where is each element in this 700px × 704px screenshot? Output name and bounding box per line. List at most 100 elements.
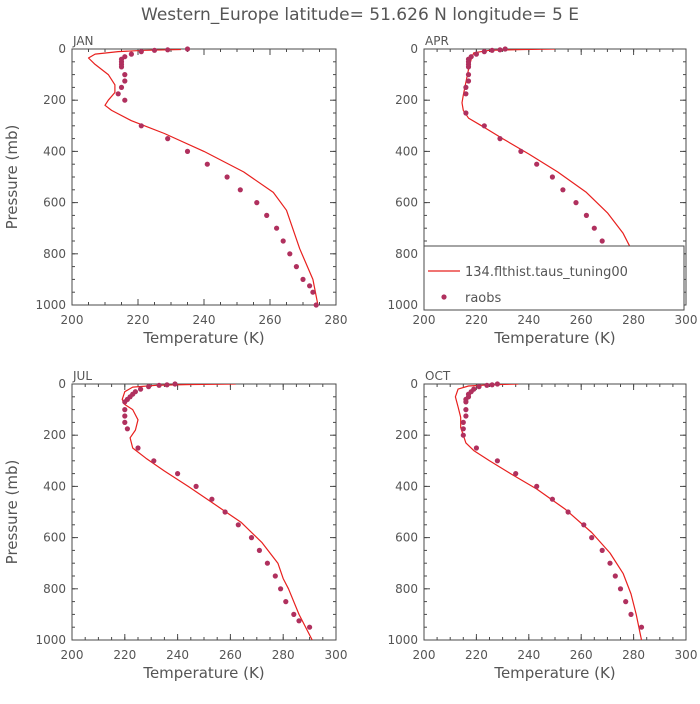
obs-point (489, 382, 495, 388)
obs-point (494, 458, 500, 464)
y-tick-label: 200 (395, 93, 418, 107)
obs-point (463, 407, 469, 413)
obs-point (589, 535, 595, 541)
y-tick-label: 400 (43, 479, 66, 493)
obs-point (607, 560, 613, 566)
x-tick-label: 200 (61, 648, 84, 662)
obs-point (124, 426, 130, 432)
obs-point (184, 46, 191, 52)
x-axis-label: Temperature (K) (493, 329, 615, 347)
obs-point (489, 47, 495, 53)
x-tick-label: 220 (113, 648, 136, 662)
obs-point (122, 407, 128, 413)
legend-box (423, 245, 685, 311)
obs-point (307, 283, 313, 289)
x-tick-label: 300 (325, 648, 348, 662)
obs-point (151, 458, 157, 464)
y-tick-label: 200 (43, 93, 66, 107)
legend-model-label: 134.flthist.taus_tuning00 (465, 265, 628, 280)
obs-point (463, 413, 469, 419)
obs-point (115, 91, 121, 97)
y-tick-label: 400 (395, 479, 418, 493)
x-tick-label: 280 (622, 648, 645, 662)
obs-point (534, 483, 540, 489)
obs-point (224, 174, 230, 180)
obs-point (473, 445, 479, 451)
x-tick-label: 200 (413, 313, 436, 327)
x-tick-label: 200 (61, 313, 84, 327)
y-tick-label: 1000 (35, 633, 66, 647)
obs-point (156, 382, 162, 388)
obs-point (138, 49, 144, 55)
obs-point (254, 200, 260, 206)
obs-point (463, 399, 469, 405)
obs-point (272, 573, 278, 579)
obs-point (283, 599, 289, 605)
y-axis-label: Pressure (mb) (3, 125, 21, 230)
obs-point (122, 413, 128, 419)
obs-point (573, 200, 579, 206)
x-tick-label: 280 (272, 648, 295, 662)
obs-point (481, 123, 487, 129)
x-tick-label: 300 (675, 648, 698, 662)
obs-point (122, 72, 128, 78)
y-tick-label: 0 (58, 377, 66, 391)
obs-point (463, 84, 469, 90)
x-tick-label: 300 (675, 313, 698, 327)
legend-obs-swatch (441, 294, 447, 300)
obs-point (296, 618, 302, 624)
obs-point (465, 78, 472, 84)
obs-point (591, 225, 597, 231)
obs-point (460, 419, 466, 425)
model-line (454, 384, 643, 640)
obs-point (599, 238, 605, 244)
obs-point (184, 148, 191, 154)
obs-point (118, 64, 125, 70)
y-tick-label: 1000 (387, 298, 418, 312)
obs-point (497, 136, 503, 142)
obs-point (204, 161, 210, 167)
obs-point (300, 276, 306, 282)
plot-frame (71, 383, 337, 641)
y-tick-label: 200 (43, 428, 66, 442)
obs-point (118, 84, 125, 90)
y-tick-label: 200 (395, 428, 418, 442)
obs-point (513, 471, 519, 477)
obs-point (565, 509, 571, 515)
y-tick-label: 800 (395, 582, 418, 596)
x-axis-label: Temperature (K) (142, 664, 264, 682)
obs-point (138, 123, 144, 129)
obs-point (193, 483, 199, 489)
y-tick-label: 400 (395, 144, 418, 158)
obs-point (122, 97, 128, 103)
y-axis-label: Pressure (mb) (3, 460, 21, 565)
obs-point (599, 547, 605, 554)
x-tick-label: 200 (413, 648, 436, 662)
x-tick-label: 220 (465, 648, 488, 662)
obs-point (549, 496, 556, 502)
obs-point (172, 381, 178, 387)
x-tick-label: 220 (465, 313, 488, 327)
obs-point (638, 624, 645, 630)
obs-point (494, 381, 500, 387)
x-axis-label: Temperature (K) (142, 329, 264, 347)
obs-point (164, 382, 170, 388)
obs-point (135, 445, 141, 451)
obs-point (583, 212, 590, 218)
x-tick-label: 240 (193, 313, 216, 327)
legend-obs-label: raobs (465, 291, 502, 306)
y-tick-label: 1000 (35, 298, 66, 312)
y-tick-label: 600 (395, 196, 418, 210)
y-tick-label: 600 (43, 531, 66, 545)
figure-title: Western_Europe latitude= 51.626 N longit… (141, 5, 579, 25)
obs-point (476, 384, 482, 390)
model-line (121, 384, 313, 640)
obs-point (128, 51, 134, 57)
obs-point (534, 161, 540, 167)
obs-point (463, 91, 469, 97)
obs-point (165, 136, 171, 142)
obs-point (465, 64, 472, 70)
x-tick-label: 240 (517, 648, 540, 662)
obs-point (465, 72, 472, 78)
x-tick-label: 220 (127, 313, 150, 327)
